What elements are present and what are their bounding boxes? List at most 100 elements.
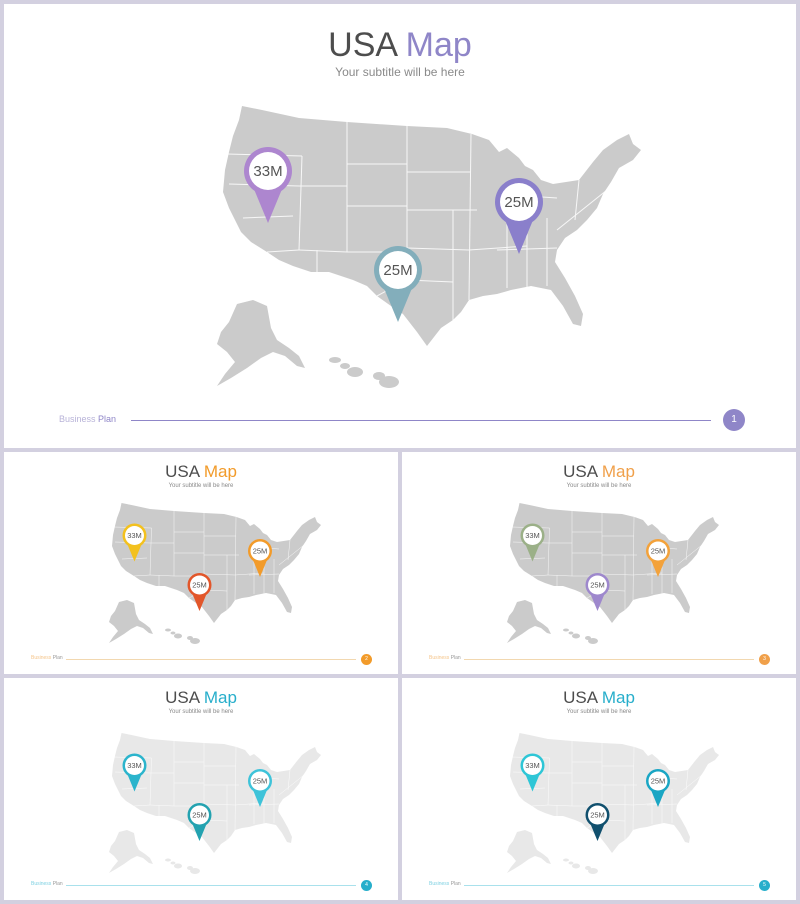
slide-4: USA Map Your subtitle will be here 33M 25… — [4, 678, 398, 900]
hawaii-island — [572, 863, 580, 869]
hawaii-island — [170, 861, 176, 865]
slide-title: USA Map — [402, 462, 796, 482]
contiguous-us-shape — [112, 733, 321, 853]
alaska-shape — [109, 600, 153, 643]
contiguous-us-shape — [112, 503, 321, 623]
footer-divider — [464, 659, 754, 660]
contiguous-us-shape — [223, 106, 641, 346]
hawaii-island — [568, 631, 574, 635]
location-pin-nevada[interactable]: 33M — [520, 523, 545, 562]
slide-3: USA Map Your subtitle will be here 33M 25… — [402, 452, 796, 674]
location-pin-nevada[interactable]: 33M — [244, 147, 292, 223]
footer-divider — [131, 420, 711, 421]
slide-5: USA Map Your subtitle will be here 33M 25… — [402, 678, 796, 900]
location-pin-texas[interactable]: 25M — [585, 573, 610, 611]
title-accent: Map — [601, 688, 635, 707]
slide-subtitle: Your subtitle will be here — [566, 709, 632, 715]
title-accent: Map — [203, 688, 237, 707]
footer-label: Business Plan — [429, 655, 461, 661]
slide-title: USA Map — [4, 462, 398, 482]
slide-title: USA Map — [402, 688, 796, 708]
hawaii-island — [174, 633, 182, 639]
hawaii-island — [340, 363, 350, 369]
pin-value-label: 25M — [253, 777, 268, 786]
hawaii-island — [329, 357, 341, 363]
page-number-badge: 1 — [723, 409, 745, 431]
title-accent: Map — [203, 462, 237, 481]
footer-label-1: Business — [31, 655, 52, 661]
state-borders — [113, 511, 305, 613]
slide-subtitle: Your subtitle will be here — [168, 483, 234, 489]
footer-label: Business Plan — [59, 414, 116, 424]
alaska-shape — [507, 830, 551, 873]
footer-label-1: Business — [59, 414, 96, 424]
footer-label-1: Business — [429, 881, 450, 887]
alaska-shape — [217, 300, 305, 386]
slide-title: USA Map — [4, 688, 398, 708]
location-pin-texas[interactable]: 25M — [374, 246, 422, 322]
location-pin-texas[interactable]: 25M — [585, 803, 610, 841]
location-pin-nevada[interactable]: 33M — [520, 753, 545, 792]
usa-map: 33M 25M 25M — [109, 733, 321, 874]
pin-value-label: 33M — [253, 163, 282, 180]
footer-divider — [66, 885, 356, 886]
title-accent: Map — [601, 462, 635, 481]
pin-value-label: 25M — [253, 547, 268, 556]
hawaii-island — [379, 376, 399, 388]
pin-value-label: 25M — [192, 811, 207, 820]
usa-map: 33M 25M 25M — [507, 503, 719, 644]
footer-label-1: Business — [31, 881, 52, 887]
location-pin-nevada[interactable]: 33M — [122, 753, 147, 792]
slide-1: USA Map Your subtitle will be here 33M 25… — [4, 4, 796, 448]
pin-value-label: 25M — [192, 581, 207, 590]
hawaii-island — [174, 863, 182, 869]
location-pin-ohio[interactable]: 25M — [495, 178, 543, 254]
pin-value-label: 25M — [590, 581, 605, 590]
slide-2: USA Map Your subtitle will be here 33M 25… — [4, 452, 398, 674]
slide-title: USA Map — [4, 26, 796, 65]
hawaii-island — [190, 868, 200, 874]
footer-label: Business Plan — [31, 881, 63, 887]
hawaii-island — [563, 628, 569, 632]
pin-value-label: 25M — [590, 811, 605, 820]
pin-value-label: 33M — [127, 761, 142, 770]
hawaii-island — [165, 628, 171, 632]
contiguous-us-shape — [510, 503, 719, 623]
hawaii-island — [190, 638, 200, 644]
hawaii-island — [588, 868, 598, 874]
footer-label-2: Plan — [98, 414, 117, 424]
footer-label-2: Plan — [450, 881, 461, 887]
location-pin-ohio[interactable]: 25M — [248, 769, 272, 807]
title-main: USA — [328, 26, 397, 64]
pin-value-label: 25M — [383, 262, 412, 279]
contiguous-us-shape — [510, 733, 719, 853]
pin-value-label: 33M — [127, 531, 142, 540]
location-pin-texas[interactable]: 25M — [187, 573, 212, 611]
hawaii-island — [572, 633, 580, 639]
title-main: USA — [165, 688, 200, 707]
usa-map: 33M 25M 25M — [217, 106, 641, 388]
location-pin-nevada[interactable]: 33M — [122, 523, 147, 562]
page-number-badge: 3 — [759, 654, 770, 665]
page-number-badge: 5 — [759, 880, 770, 891]
usa-map: 33M 25M 25M — [507, 733, 719, 874]
title-main: USA — [563, 462, 598, 481]
location-pin-texas[interactable]: 25M — [187, 803, 212, 841]
location-pin-ohio[interactable]: 25M — [646, 539, 670, 577]
usa-map: 33M 25M 25M — [109, 503, 321, 644]
hawaii-island — [347, 367, 363, 377]
state-borders — [113, 741, 305, 843]
footer-label-2: Plan — [52, 881, 63, 887]
footer-divider — [464, 885, 754, 886]
hawaii-island — [563, 858, 569, 862]
footer-label: Business Plan — [31, 655, 63, 661]
location-pin-ohio[interactable]: 25M — [646, 769, 670, 807]
alaska-shape — [507, 600, 551, 643]
pin-value-label: 25M — [651, 547, 666, 556]
location-pin-ohio[interactable]: 25M — [248, 539, 272, 577]
slide-subtitle: Your subtitle will be here — [566, 483, 632, 489]
slide-subtitle: Your subtitle will be here — [168, 709, 234, 715]
hawaii-island — [165, 858, 171, 862]
pin-value-label: 25M — [504, 194, 533, 211]
footer-label: Business Plan — [429, 881, 461, 887]
